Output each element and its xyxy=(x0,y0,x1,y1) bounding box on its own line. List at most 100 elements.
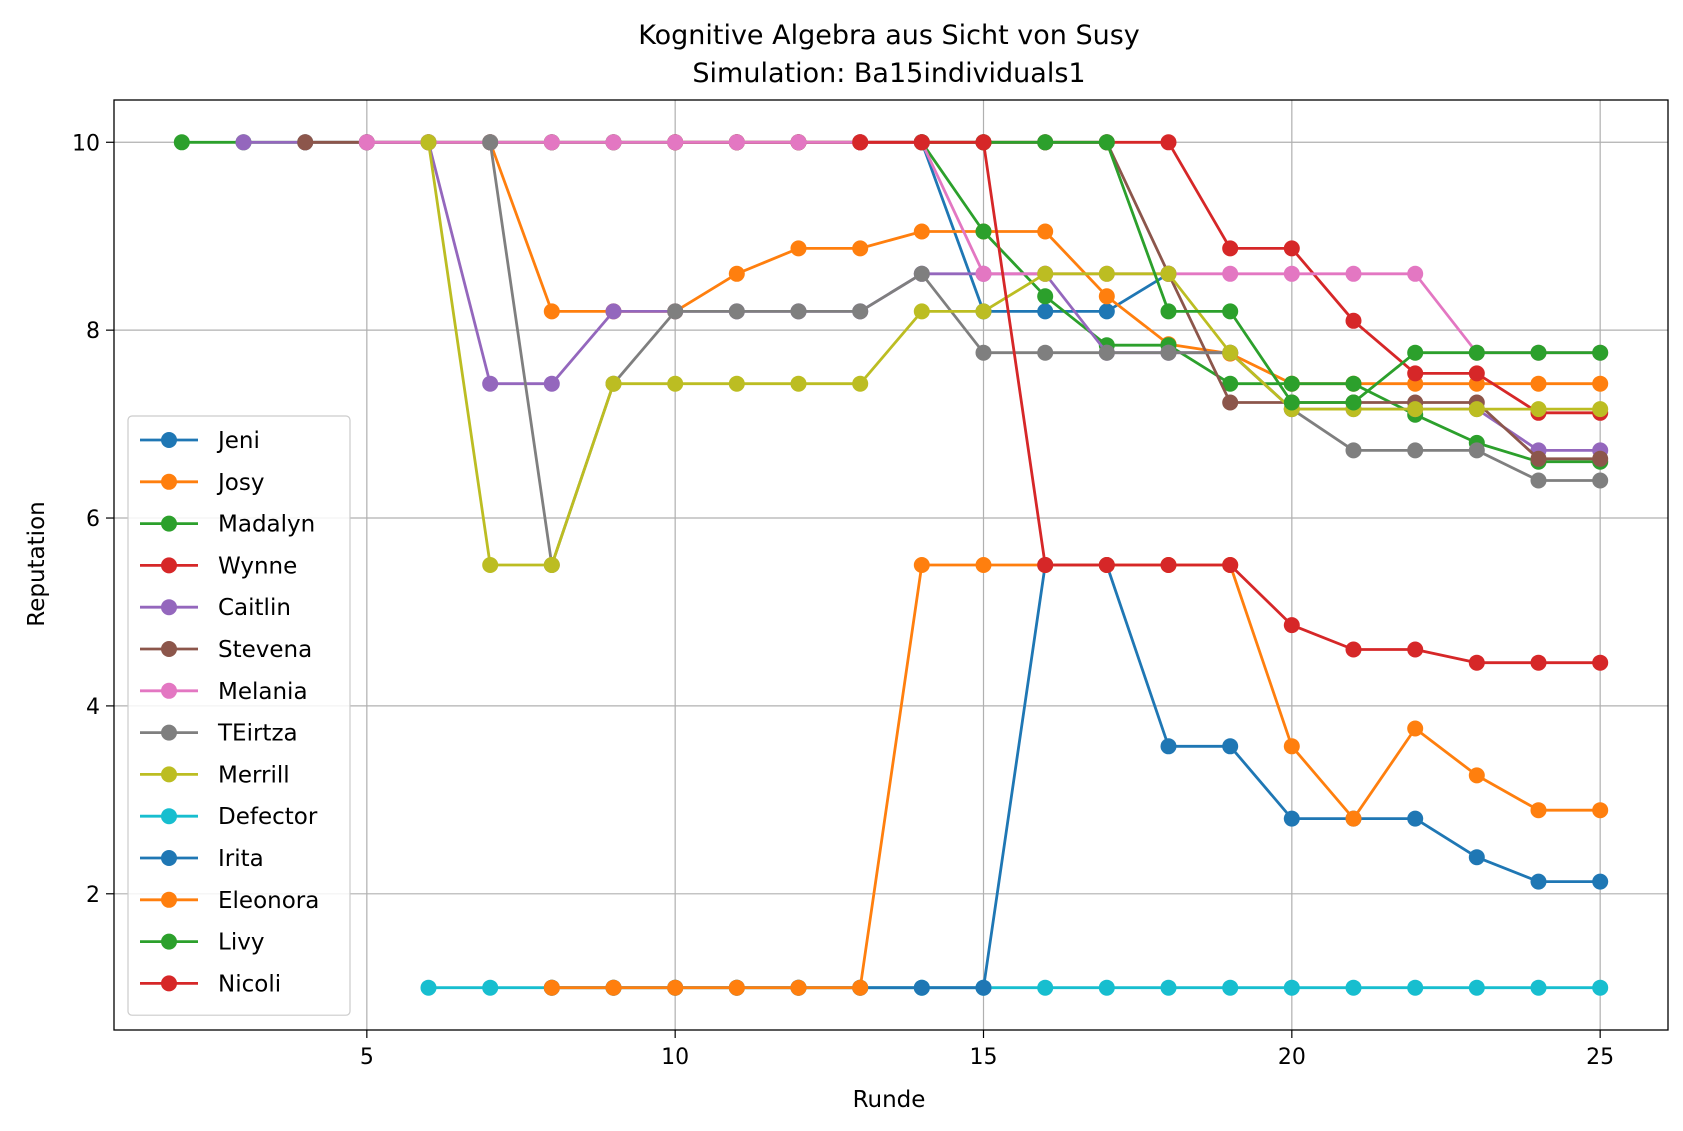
data-point-merrill xyxy=(482,557,499,573)
data-point-nicoli xyxy=(1530,654,1547,671)
data-point-josy xyxy=(543,303,560,320)
data-point-nicoli xyxy=(975,134,992,151)
data-point-wynne xyxy=(1345,312,1362,329)
legend-label: Jeni xyxy=(216,428,260,454)
data-point-defector xyxy=(420,979,437,996)
data-point-nicoli xyxy=(1098,557,1115,573)
data-point-josy xyxy=(1098,288,1115,305)
data-point-teirtza xyxy=(913,265,930,282)
legend-item-eleonora: Eleonora xyxy=(140,888,319,914)
data-point-eleonora xyxy=(605,979,622,996)
series-layer xyxy=(173,134,1609,996)
data-point-merrill xyxy=(605,375,622,392)
data-point-teirtza xyxy=(1160,344,1177,361)
legend-label: Josy xyxy=(216,470,264,496)
x-tick-label: 15 xyxy=(970,1045,998,1070)
legend-item-caitlin: Caitlin xyxy=(140,595,291,621)
x-axis-label: Runde xyxy=(853,1087,926,1113)
data-point-melania xyxy=(1407,265,1424,282)
legend-label: Madalyn xyxy=(218,512,315,538)
data-point-nicoli xyxy=(1345,641,1362,658)
data-point-jeni xyxy=(1037,303,1054,320)
data-point-eleonora xyxy=(543,979,560,996)
legend-item-defector: Defector xyxy=(140,804,318,830)
data-point-merrill xyxy=(1592,401,1609,418)
data-point-irita xyxy=(1592,873,1609,890)
data-point-merrill xyxy=(1098,265,1115,282)
data-point-nicoli xyxy=(1160,557,1177,573)
legend-swatch-marker xyxy=(161,515,177,532)
x-tick-label: 25 xyxy=(1586,1045,1614,1070)
data-point-josy xyxy=(913,223,930,240)
data-point-eleonora xyxy=(1407,720,1424,737)
legend-item-melania: Melania xyxy=(140,679,308,705)
data-point-livy xyxy=(1222,303,1239,320)
data-point-defector xyxy=(1345,979,1362,996)
legend-label: Eleonora xyxy=(218,888,319,914)
legend-swatch-marker xyxy=(161,891,177,908)
legend-swatch-marker xyxy=(161,473,177,490)
legend-label: Wynne xyxy=(218,553,297,579)
legend-label: Stevena xyxy=(218,637,312,663)
data-point-livy xyxy=(1283,394,1300,411)
data-point-wynne xyxy=(1407,365,1424,382)
data-point-defector xyxy=(1530,979,1547,996)
data-point-merrill xyxy=(543,557,560,573)
data-point-nicoli xyxy=(852,134,869,151)
data-point-josy xyxy=(728,265,745,282)
data-point-teirtza xyxy=(1037,344,1054,361)
x-tick-label: 10 xyxy=(661,1045,689,1070)
data-point-caitlin xyxy=(605,303,622,320)
data-point-livy xyxy=(1530,344,1547,361)
data-point-merrill xyxy=(420,134,437,151)
data-point-nicoli xyxy=(1407,641,1424,658)
legend-item-madalyn: Madalyn xyxy=(140,512,315,538)
y-tick-label: 8 xyxy=(86,319,100,344)
data-point-eleonora xyxy=(728,979,745,996)
legend-item-teirtza: TEirtza xyxy=(140,721,298,747)
data-point-defector xyxy=(1283,979,1300,996)
data-point-merrill xyxy=(913,303,930,320)
data-point-teirtza xyxy=(852,303,869,320)
data-point-nicoli xyxy=(1037,557,1054,573)
data-point-eleonora xyxy=(913,557,930,573)
data-point-nicoli xyxy=(1222,557,1239,573)
data-point-melania xyxy=(728,134,745,151)
legend-label: Nicoli xyxy=(218,971,281,997)
data-point-defector xyxy=(1222,979,1239,996)
data-point-madalyn xyxy=(1037,288,1054,305)
data-point-livy xyxy=(1160,303,1177,320)
data-point-livy xyxy=(1037,134,1054,151)
data-point-melania xyxy=(605,134,622,151)
y-axis-label: Reputation xyxy=(24,501,50,626)
data-point-melania xyxy=(1283,265,1300,282)
data-point-stevena xyxy=(1222,394,1239,411)
data-point-teirtza xyxy=(667,303,684,320)
data-point-merrill xyxy=(1407,401,1424,418)
data-point-defector xyxy=(482,979,499,996)
legend-label: TEirtza xyxy=(217,721,298,747)
data-point-teirtza xyxy=(1468,442,1485,459)
y-tick-label: 2 xyxy=(86,883,100,908)
data-point-wynne xyxy=(1283,240,1300,257)
data-point-eleonora xyxy=(667,979,684,996)
data-point-merrill xyxy=(728,375,745,392)
legend-swatch-marker xyxy=(161,557,177,574)
data-point-merrill xyxy=(1160,265,1177,282)
data-point-irita xyxy=(1468,849,1485,866)
y-tick-label: 10 xyxy=(72,131,100,156)
legend-item-livy: Livy xyxy=(140,930,264,956)
data-point-eleonora xyxy=(790,979,807,996)
y-tick-label: 6 xyxy=(86,507,100,532)
data-point-melania xyxy=(358,134,375,151)
data-point-defector xyxy=(1592,979,1609,996)
chart-subtitle: Simulation: Ba15individuals1 xyxy=(692,58,1085,89)
data-point-wynne xyxy=(1222,240,1239,257)
data-point-merrill xyxy=(1037,265,1054,282)
data-point-irita xyxy=(1407,810,1424,827)
data-point-madalyn xyxy=(975,223,992,240)
data-point-nicoli xyxy=(1468,654,1485,671)
legend-label: Merrill xyxy=(218,762,290,788)
data-point-livy xyxy=(1345,394,1362,411)
